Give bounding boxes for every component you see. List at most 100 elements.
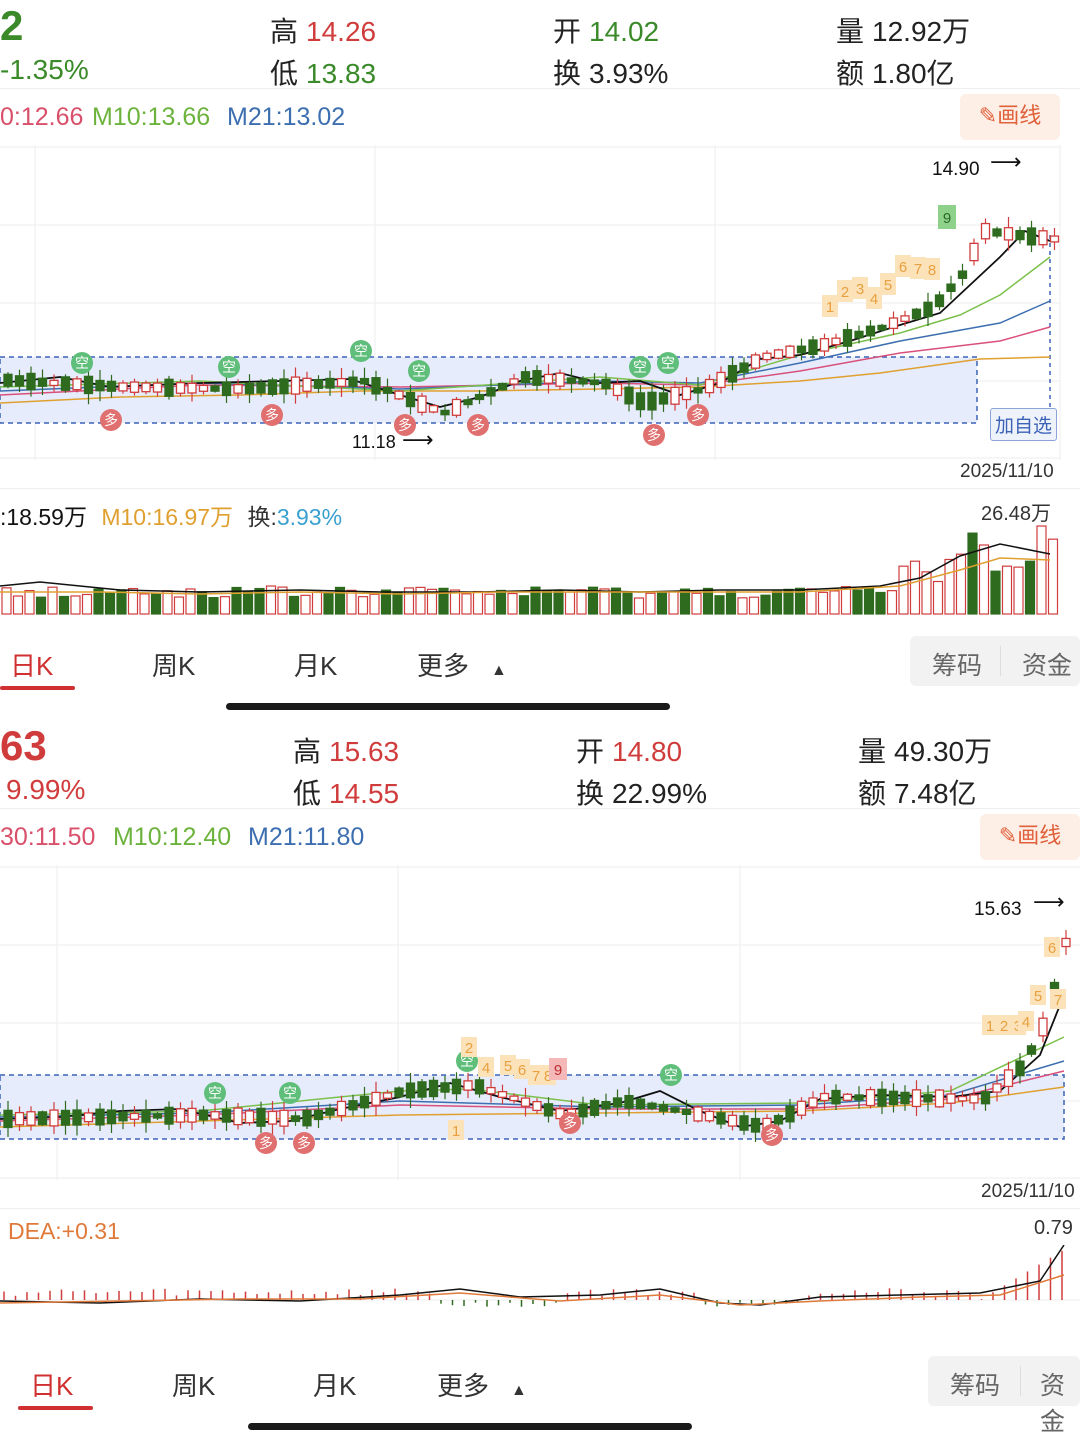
volume-bar [311,591,323,615]
tab-more[interactable]: 更多 ▲ [417,651,507,681]
candle [382,1089,393,1102]
high-price-marker: 14.90 [932,159,980,180]
candle [739,1111,749,1135]
candle [348,370,358,394]
ma21-label: M21:11.80 [248,823,365,851]
candle [325,1103,335,1120]
candle [1015,1053,1025,1084]
candle [877,1081,887,1115]
tab-monthly-k[interactable]: 月K [313,1371,357,1401]
tab-weekly-k[interactable]: 周K [152,651,196,681]
candle [900,310,910,327]
volume-bar [242,591,254,615]
svg-text:多: 多 [297,1135,311,1151]
svg-text:2: 2 [1000,1018,1008,1035]
candle [72,1099,82,1136]
volume-bar [346,589,357,615]
ma10-label: M10:12.40 [113,823,232,851]
candle [279,1101,289,1135]
volume-bar [932,580,944,615]
volume-bar [162,590,173,615]
candle [624,1087,634,1117]
volume-bar [12,595,24,615]
tab-more[interactable]: 更多 ▲ [437,1371,527,1401]
draw-line-button[interactable]: ✎画线 [980,814,1080,860]
candle [601,1093,611,1117]
long-signal-icon: 多 [687,404,709,426]
volume-bar [185,588,196,615]
chip-distribution-button[interactable]: 筹码 [932,652,983,680]
volume-max-label: 26.48万 [981,503,1052,525]
candle [440,404,450,422]
volume-bar [944,558,955,615]
candle [474,390,485,405]
add-watchlist-button[interactable]: 加自选 [990,408,1058,441]
candle [49,374,59,392]
volume-bar [472,590,484,615]
candle [95,369,105,402]
volume-bar [116,589,127,615]
volume-bar [24,590,35,615]
volume-bar [829,590,840,615]
volume-bar [81,593,93,615]
candle [670,1106,680,1114]
candle [302,1107,312,1130]
candle [486,1078,496,1103]
candle [716,366,726,394]
svg-text:空: 空 [283,1085,297,1101]
volume-bar [714,595,725,615]
candle [244,374,255,404]
candle [543,364,554,394]
svg-text:4: 4 [482,1060,490,1077]
volume-bar [219,596,231,615]
tab-daily-k[interactable]: 日K [30,1371,74,1401]
candle [26,1106,36,1131]
candle [463,396,473,409]
volume-bar [633,597,645,615]
volume-bar [622,592,633,615]
volume-bar [426,588,438,615]
tab-weekly-k[interactable]: 周K [172,1371,216,1401]
candle [819,1084,830,1110]
volume-bar [127,587,139,615]
chart-date: 2025/11/10 [960,461,1054,482]
candle [497,1084,508,1105]
high-price-marker: 15.63 [974,899,1022,920]
amount-stat: 额 1.80亿 [836,58,955,89]
volume-bar [656,591,668,615]
volume-stat: 量 49.30万 [858,736,993,767]
candle [106,1100,117,1133]
svg-text:多: 多 [765,1127,779,1143]
capital-flow-button[interactable]: 资金 [1022,652,1073,680]
long-signal-icon: 多 [100,409,122,431]
long-signal-icon: 多 [559,1112,581,1134]
candle [474,1076,485,1098]
volume-bar [806,588,817,615]
chip-distribution-button[interactable]: 筹码 [950,1372,1001,1400]
candle [842,323,853,353]
candle [394,389,404,401]
candle [842,1093,853,1102]
candle [141,380,151,395]
candle [267,1100,278,1135]
capital-flow-button[interactable]: 资金 [1040,1372,1066,1436]
svg-text:多: 多 [398,417,412,433]
candle [957,1090,968,1107]
candle [589,1098,600,1118]
volume-chart [0,525,1059,615]
volume-bar [599,588,610,615]
tab-monthly-k[interactable]: 月K [294,651,338,681]
candle [900,1085,910,1111]
candle [394,1086,404,1099]
tab-daily-k[interactable]: 日K [10,651,54,681]
period-tabs: 日K 周K 月K 更多 ▲ 筹码 资金 [0,628,1080,698]
volume-bar [760,594,771,615]
candle [934,291,945,311]
candle [1003,1061,1014,1095]
candle [175,379,186,397]
candle [808,1091,818,1114]
short-signal-icon: 空 [408,360,430,382]
candle [750,352,761,371]
draw-line-button[interactable]: ✎画线 [960,94,1060,140]
high-stat: 高 14.26 [270,16,377,47]
